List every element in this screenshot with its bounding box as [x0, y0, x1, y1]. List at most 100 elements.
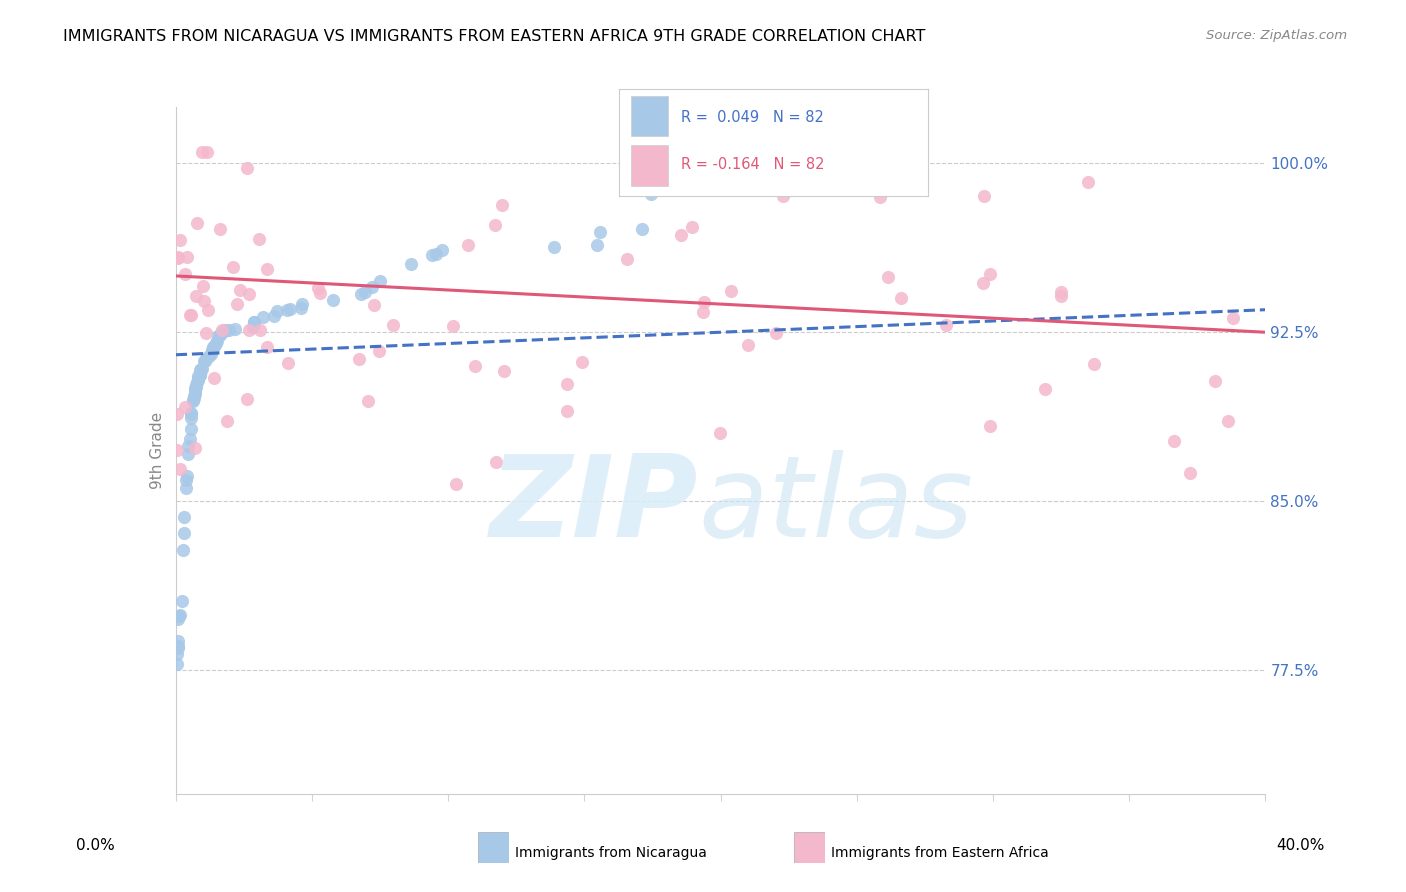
Point [193, 294, 215, 309]
Point [181, 392, 204, 407]
Text: 0.0%: 0.0% [76, 838, 115, 853]
Point [491, 197, 513, 211]
Point [616, 252, 638, 266]
Point [242, 319, 264, 334]
Point [357, 393, 380, 408]
Point [208, 328, 231, 343]
Point [180, 406, 202, 420]
Point [1204, 375, 1226, 389]
Point [256, 340, 278, 354]
Point [772, 189, 794, 203]
Point [586, 237, 609, 252]
Point [211, 323, 233, 337]
Point [640, 187, 662, 202]
Point [229, 283, 252, 297]
Point [1083, 357, 1105, 371]
Point [166, 443, 188, 458]
Point [193, 354, 215, 368]
Point [252, 310, 274, 325]
Point [217, 413, 239, 427]
Point [278, 301, 301, 316]
Point [360, 280, 382, 294]
Text: 40.0%: 40.0% [1277, 838, 1324, 853]
Point [174, 481, 197, 495]
Point [1050, 285, 1073, 299]
Point [979, 418, 1001, 433]
Point [737, 337, 759, 351]
Point [173, 400, 195, 414]
Point [180, 422, 202, 436]
Point [195, 326, 218, 341]
Point [681, 219, 703, 234]
Text: IMMIGRANTS FROM NICARAGUA VS IMMIGRANTS FROM EASTERN AFRICA 9TH GRADE CORRELATIO: IMMIGRANTS FROM NICARAGUA VS IMMIGRANTS … [63, 29, 925, 44]
Point [444, 477, 467, 491]
Point [166, 647, 188, 661]
Point [209, 222, 232, 236]
Point [238, 323, 260, 337]
Point [363, 298, 385, 312]
Point [709, 426, 731, 441]
Point [187, 369, 209, 384]
Point [979, 267, 1001, 281]
Point [184, 289, 207, 303]
Point [180, 408, 202, 422]
Point [179, 433, 201, 447]
Point [186, 216, 208, 230]
Point [669, 227, 692, 242]
Point [172, 594, 194, 608]
Point [174, 267, 197, 281]
Point [179, 309, 201, 323]
Point [214, 323, 236, 337]
Point [167, 250, 190, 264]
Point [200, 347, 222, 361]
Point [464, 359, 486, 373]
Point [243, 315, 266, 329]
Point [190, 362, 212, 376]
Point [869, 190, 891, 204]
Point [184, 441, 207, 455]
Point [235, 161, 257, 175]
Point [177, 439, 200, 453]
Point [256, 261, 278, 276]
Point [190, 361, 212, 376]
Point [972, 276, 994, 290]
Point [543, 240, 565, 254]
Point [204, 338, 226, 352]
Point [191, 145, 214, 159]
Point [167, 612, 190, 626]
Point [169, 462, 191, 476]
Point [166, 251, 188, 265]
Point [290, 301, 312, 315]
Point [399, 257, 422, 271]
Point [277, 356, 299, 370]
Point [485, 455, 508, 469]
Point [186, 377, 208, 392]
Point [184, 380, 207, 394]
Point [1033, 383, 1056, 397]
Point [308, 286, 330, 301]
Point [222, 260, 245, 275]
Point [291, 297, 314, 311]
Point [266, 304, 288, 318]
Point [188, 363, 211, 377]
Point [973, 189, 995, 203]
Point [201, 343, 224, 357]
Point [167, 609, 190, 624]
Point [180, 411, 202, 425]
Point [205, 336, 228, 351]
Point [167, 639, 190, 653]
Point [1050, 289, 1073, 303]
Point [307, 280, 329, 294]
Point [188, 368, 211, 383]
Point [1216, 414, 1239, 428]
Point [180, 308, 202, 322]
Point [194, 352, 217, 367]
Point [201, 341, 224, 355]
Point [1178, 466, 1201, 480]
Point [207, 329, 229, 343]
Point [176, 251, 198, 265]
Point [368, 343, 391, 358]
Point [187, 372, 209, 386]
Point [494, 363, 516, 377]
Point [934, 318, 956, 333]
